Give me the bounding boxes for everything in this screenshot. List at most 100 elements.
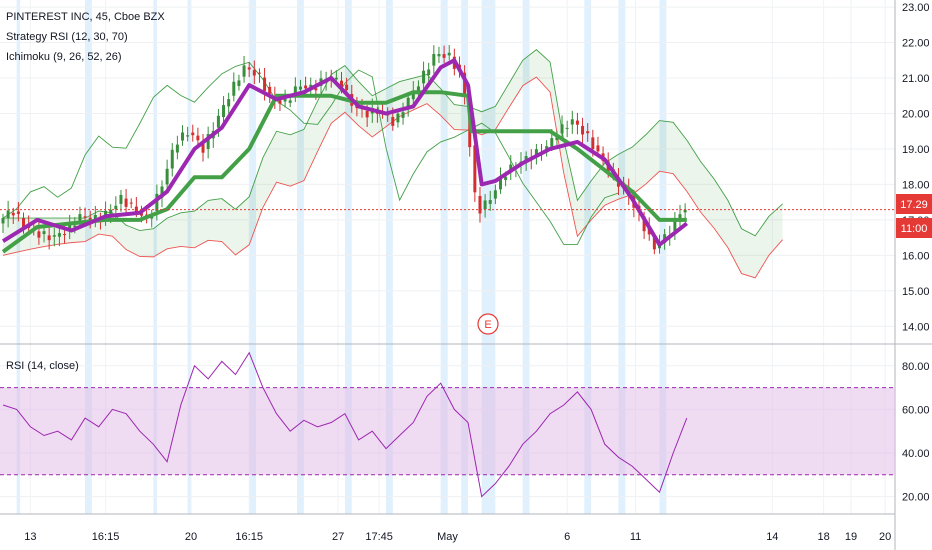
- ichimoku-legend[interactable]: Ichimoku (9, 26, 52, 26): [6, 51, 122, 63]
- candle-body: [232, 81, 236, 96]
- candle-body: [483, 200, 487, 210]
- price-tick-label: 15.00: [902, 286, 930, 298]
- candle-body: [222, 105, 226, 118]
- price-axis[interactable]: 23.0022.0021.0020.0019.0018.0017.0016.00…: [902, 2, 930, 333]
- candle-body: [16, 211, 20, 214]
- candle-body: [247, 67, 251, 70]
- highlight-band: [249, 0, 257, 514]
- candle-body: [68, 222, 72, 232]
- countdown-tag: 11:00: [896, 218, 932, 238]
- candle-body: [591, 137, 595, 150]
- highlight-band: [522, 0, 530, 514]
- rsi-legend[interactable]: RSI (14, close): [6, 360, 79, 372]
- candle-body: [181, 132, 185, 141]
- time-tick-label: 27: [332, 531, 344, 543]
- earnings-event-marker[interactable]: E: [477, 313, 499, 335]
- candle-body: [565, 127, 569, 129]
- rsi-tick-label: 60.00: [902, 404, 930, 416]
- highlight-band: [85, 0, 92, 514]
- highlight-band: [481, 0, 496, 514]
- candle-body: [298, 86, 302, 90]
- price-tick-label: 23.00: [902, 2, 930, 14]
- candle-body: [263, 77, 267, 91]
- symbol-title[interactable]: PINTEREST INC, 45, Cboe BZX: [6, 11, 165, 23]
- candle-body: [673, 217, 677, 231]
- candle-body: [498, 176, 502, 190]
- time-tick-label: 19: [845, 531, 857, 543]
- time-axis[interactable]: 13 16:15 20 16:15 27 17:45 May 6 11 14 18 19 20: [24, 531, 891, 543]
- price-tick-label: 22.00: [902, 38, 930, 50]
- senkou-span-a-line: [3, 49, 783, 237]
- highlight-band: [461, 0, 469, 514]
- rsi-band-fill: [0, 387, 895, 475]
- candle-body: [334, 77, 338, 80]
- candle-body: [1, 218, 5, 224]
- candle-body: [145, 214, 149, 216]
- candle-body: [365, 110, 369, 118]
- highlight-band: [584, 0, 592, 514]
- session-highlight-bands: [16, 0, 667, 514]
- highlight-band: [16, 0, 21, 514]
- last-price-label: 17.29: [900, 199, 928, 211]
- candle-body: [22, 218, 26, 228]
- candle-body: [216, 115, 220, 128]
- candle-body: [406, 97, 410, 109]
- time-tick-label: 13: [24, 531, 36, 543]
- candle-body: [73, 225, 77, 227]
- candle-body: [555, 137, 559, 141]
- countdown-label: 11:00: [901, 223, 928, 235]
- candle-body: [427, 69, 431, 75]
- candle-body: [11, 212, 15, 216]
- candle-body: [78, 214, 82, 222]
- rsi-pane[interactable]: [0, 351, 895, 498]
- price-tick-label: 20.00: [902, 108, 930, 120]
- candle-body: [493, 190, 497, 199]
- highlight-band: [153, 0, 157, 514]
- candle-body: [186, 135, 190, 137]
- rsi-line: [2, 351, 688, 498]
- candle-body: [488, 200, 492, 204]
- candle-body: [391, 117, 395, 126]
- candle-body: [206, 134, 210, 149]
- rsi-tick-label: 80.00: [902, 361, 930, 373]
- time-tick-label: 16:15: [92, 531, 120, 543]
- candle-body: [416, 86, 420, 92]
- candle-body: [6, 210, 10, 219]
- candle-body: [52, 235, 56, 237]
- candle-body: [165, 168, 169, 185]
- candle-body: [83, 216, 87, 218]
- time-tick-label: 17:45: [365, 531, 393, 543]
- candle-body: [570, 119, 574, 125]
- time-tick-label: 18: [817, 531, 829, 543]
- strategy-rsi-legend[interactable]: Strategy RSI (12, 30, 70): [6, 31, 128, 43]
- highlight-band: [440, 0, 448, 514]
- kijun-sen-line: [1, 90, 687, 254]
- rsi-axis[interactable]: 80.00 60.00 40.00 20.00: [902, 361, 930, 504]
- candle-body: [560, 124, 564, 134]
- highlight-band: [297, 0, 304, 514]
- candle-body: [473, 145, 477, 193]
- candle-body: [304, 85, 308, 89]
- candle-body: [345, 84, 349, 91]
- candle-body: [104, 210, 108, 217]
- price-pane[interactable]: [0, 45, 895, 279]
- candle-body: [109, 209, 113, 214]
- candle-body: [642, 216, 646, 232]
- price-tick-label: 14.00: [902, 321, 930, 333]
- candle-body: [257, 72, 261, 74]
- candle-body: [581, 125, 585, 135]
- candle-body: [196, 135, 200, 141]
- candle-body: [227, 99, 231, 107]
- candle-body: [524, 156, 528, 162]
- rsi-tick-label: 20.00: [902, 492, 930, 504]
- highlight-band: [618, 0, 626, 514]
- candle-body: [422, 70, 426, 84]
- candle-body: [129, 202, 133, 204]
- last-price-tag: 17.29: [896, 194, 932, 214]
- time-tick-label: 16:15: [235, 531, 263, 543]
- candle-body: [175, 144, 179, 153]
- candle-body: [252, 70, 256, 76]
- candle-body: [652, 237, 656, 250]
- candle-body: [396, 113, 400, 123]
- candle-body: [437, 53, 441, 57]
